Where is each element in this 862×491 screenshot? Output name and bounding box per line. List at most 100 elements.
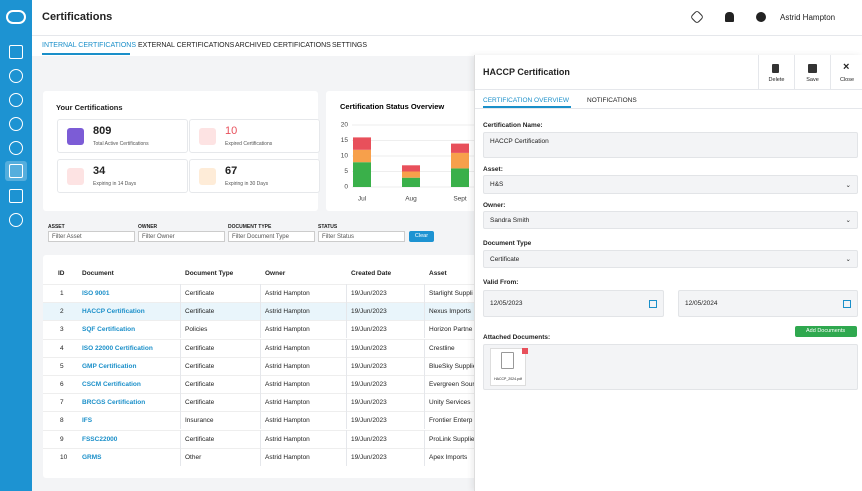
table-row[interactable]	[43, 411, 483, 430]
close-button[interactable]: Close	[830, 55, 862, 90]
filter-select[interactable]: Filter Status	[318, 231, 405, 242]
column-header: Asset	[429, 270, 447, 277]
table-cell: Certificate	[185, 308, 215, 316]
delete-button[interactable]: Delete	[758, 55, 794, 90]
header: Certifications Astrid Hampton	[32, 0, 862, 36]
table-cell: Astrid Hampton	[265, 399, 310, 407]
tab[interactable]: EXTERNAL CERTIFICATIONS	[138, 42, 235, 49]
asset-select[interactable]: H&S ⌄	[483, 175, 858, 194]
table-row[interactable]	[43, 447, 483, 466]
tab[interactable]: ARCHIVED CERTIFICATIONS	[235, 42, 331, 49]
table-cell: 5	[60, 362, 64, 370]
bell-icon[interactable]	[725, 12, 734, 22]
bar-segment	[451, 143, 469, 153]
bar-segment	[451, 168, 469, 187]
folder-icon[interactable]	[9, 189, 23, 203]
owner-select[interactable]: Sandra Smith ⌄	[483, 211, 858, 229]
selected-row[interactable]	[43, 302, 483, 321]
action-label: Save	[806, 77, 819, 83]
table-cell: 9	[60, 435, 64, 443]
cell-divider	[424, 429, 425, 448]
active-nav[interactable]	[5, 161, 27, 181]
document-link[interactable]: ISO 9001	[82, 290, 110, 297]
table-row[interactable]	[43, 320, 483, 339]
y-tick-label: 0	[344, 184, 348, 191]
table-cell: Nexus Imports	[429, 308, 471, 316]
y-tick-label: 15	[341, 137, 349, 144]
table-row[interactable]	[43, 393, 483, 412]
status-chart: Certification Status Overview 0 5 10 15 20 Ju…	[340, 102, 486, 203]
name-input[interactable]: HACCP Certification	[483, 132, 858, 158]
table-row[interactable]	[43, 356, 483, 375]
add-documents-button[interactable]: Add Documents	[795, 326, 857, 337]
document-link[interactable]: FSSC22000	[82, 435, 118, 443]
tab[interactable]: INTERNAL CERTIFICATIONS	[42, 42, 136, 49]
link-icon[interactable]	[689, 9, 705, 25]
clear-button[interactable]: Clear	[409, 231, 434, 242]
table-cell: Astrid Hampton	[265, 381, 310, 388]
chevron: ⌄	[845, 256, 851, 263]
document-link[interactable]: SQF Certification	[82, 326, 136, 334]
table-cell: Astrid Hampton	[265, 308, 310, 316]
column-header: ID	[58, 270, 65, 277]
document-link[interactable]: GMP Certification	[82, 362, 137, 370]
filter-select[interactable]: Filter Owner	[138, 231, 225, 242]
panel-tab[interactable]: CERTIFICATION OVERVIEW	[483, 97, 569, 104]
user-name[interactable]: Astrid Hampton	[780, 13, 836, 22]
table-cell: Evergreen Sour	[429, 381, 475, 388]
clock-icon[interactable]	[9, 117, 23, 131]
table-cell: 10	[60, 453, 68, 461]
document-link[interactable]: HACCP Certification	[82, 308, 145, 316]
home-icon[interactable]	[9, 45, 23, 59]
filter-label: OWNER	[138, 224, 158, 230]
field-label: Attached Documents:	[483, 334, 551, 341]
cell-divider	[260, 338, 261, 357]
table-row[interactable]	[43, 338, 483, 357]
filter-select[interactable]: Filter Asset	[48, 231, 135, 242]
type-select[interactable]: Certificate ⌄	[483, 250, 858, 268]
date-from[interactable]: 12/05/2023	[483, 290, 664, 317]
document-link[interactable]: ISO 22000 Certification	[82, 344, 153, 352]
table-cell: Astrid Hampton	[265, 290, 310, 297]
filter-select[interactable]: Filter Document Type	[228, 231, 315, 242]
cell-divider	[346, 284, 347, 302]
gear-icon[interactable]	[756, 12, 766, 22]
panel-tab[interactable]: NOTIFICATIONS	[587, 97, 637, 104]
chart-icon[interactable]	[9, 141, 23, 155]
date-to[interactable]: 12/05/2024	[678, 290, 858, 317]
field-value: HACCP Certification	[490, 138, 549, 145]
field-value: Sandra Smith	[490, 216, 530, 224]
chart-title: Certification Status Overview	[340, 102, 444, 111]
save-button[interactable]: Save	[794, 55, 830, 90]
tab[interactable]: SETTINGS	[332, 42, 368, 49]
cell-divider	[424, 284, 425, 302]
table-cell: 19/Jun/2023	[351, 453, 387, 461]
table-cell: 7	[60, 399, 64, 407]
remove-badge[interactable]	[522, 348, 528, 354]
table-cell: Certificate	[185, 399, 215, 407]
cell-divider	[180, 320, 181, 339]
settings-icon[interactable]	[9, 213, 23, 227]
table-row[interactable]	[43, 429, 483, 448]
cell-divider	[260, 302, 261, 321]
summary-card: Your Certifications 809 Total Active Cert…	[43, 91, 320, 211]
chevron: ⌄	[845, 181, 851, 189]
field-label: Document Type	[483, 240, 532, 247]
close-icon: ×	[843, 61, 850, 73]
doc-icon[interactable]	[9, 164, 23, 178]
table-row[interactable]	[43, 375, 483, 393]
info-icon[interactable]	[9, 69, 23, 83]
cell-divider	[180, 284, 181, 302]
table-cell: 3	[60, 326, 64, 334]
document-link[interactable]: BRCGS Certification	[82, 399, 146, 407]
cell-divider	[424, 356, 425, 375]
check-icon[interactable]	[9, 93, 23, 107]
document-link[interactable]: IFS	[82, 417, 93, 425]
document-link[interactable]: GRMS	[82, 453, 102, 461]
document-link[interactable]: CSCM Certification	[82, 381, 141, 388]
table-cell: Certificate	[185, 290, 215, 297]
table-cell: Horizon Partne	[429, 326, 473, 334]
x-tick-label: Sept	[453, 196, 467, 203]
file-tile[interactable]	[490, 348, 526, 386]
table-row[interactable]	[43, 284, 483, 302]
